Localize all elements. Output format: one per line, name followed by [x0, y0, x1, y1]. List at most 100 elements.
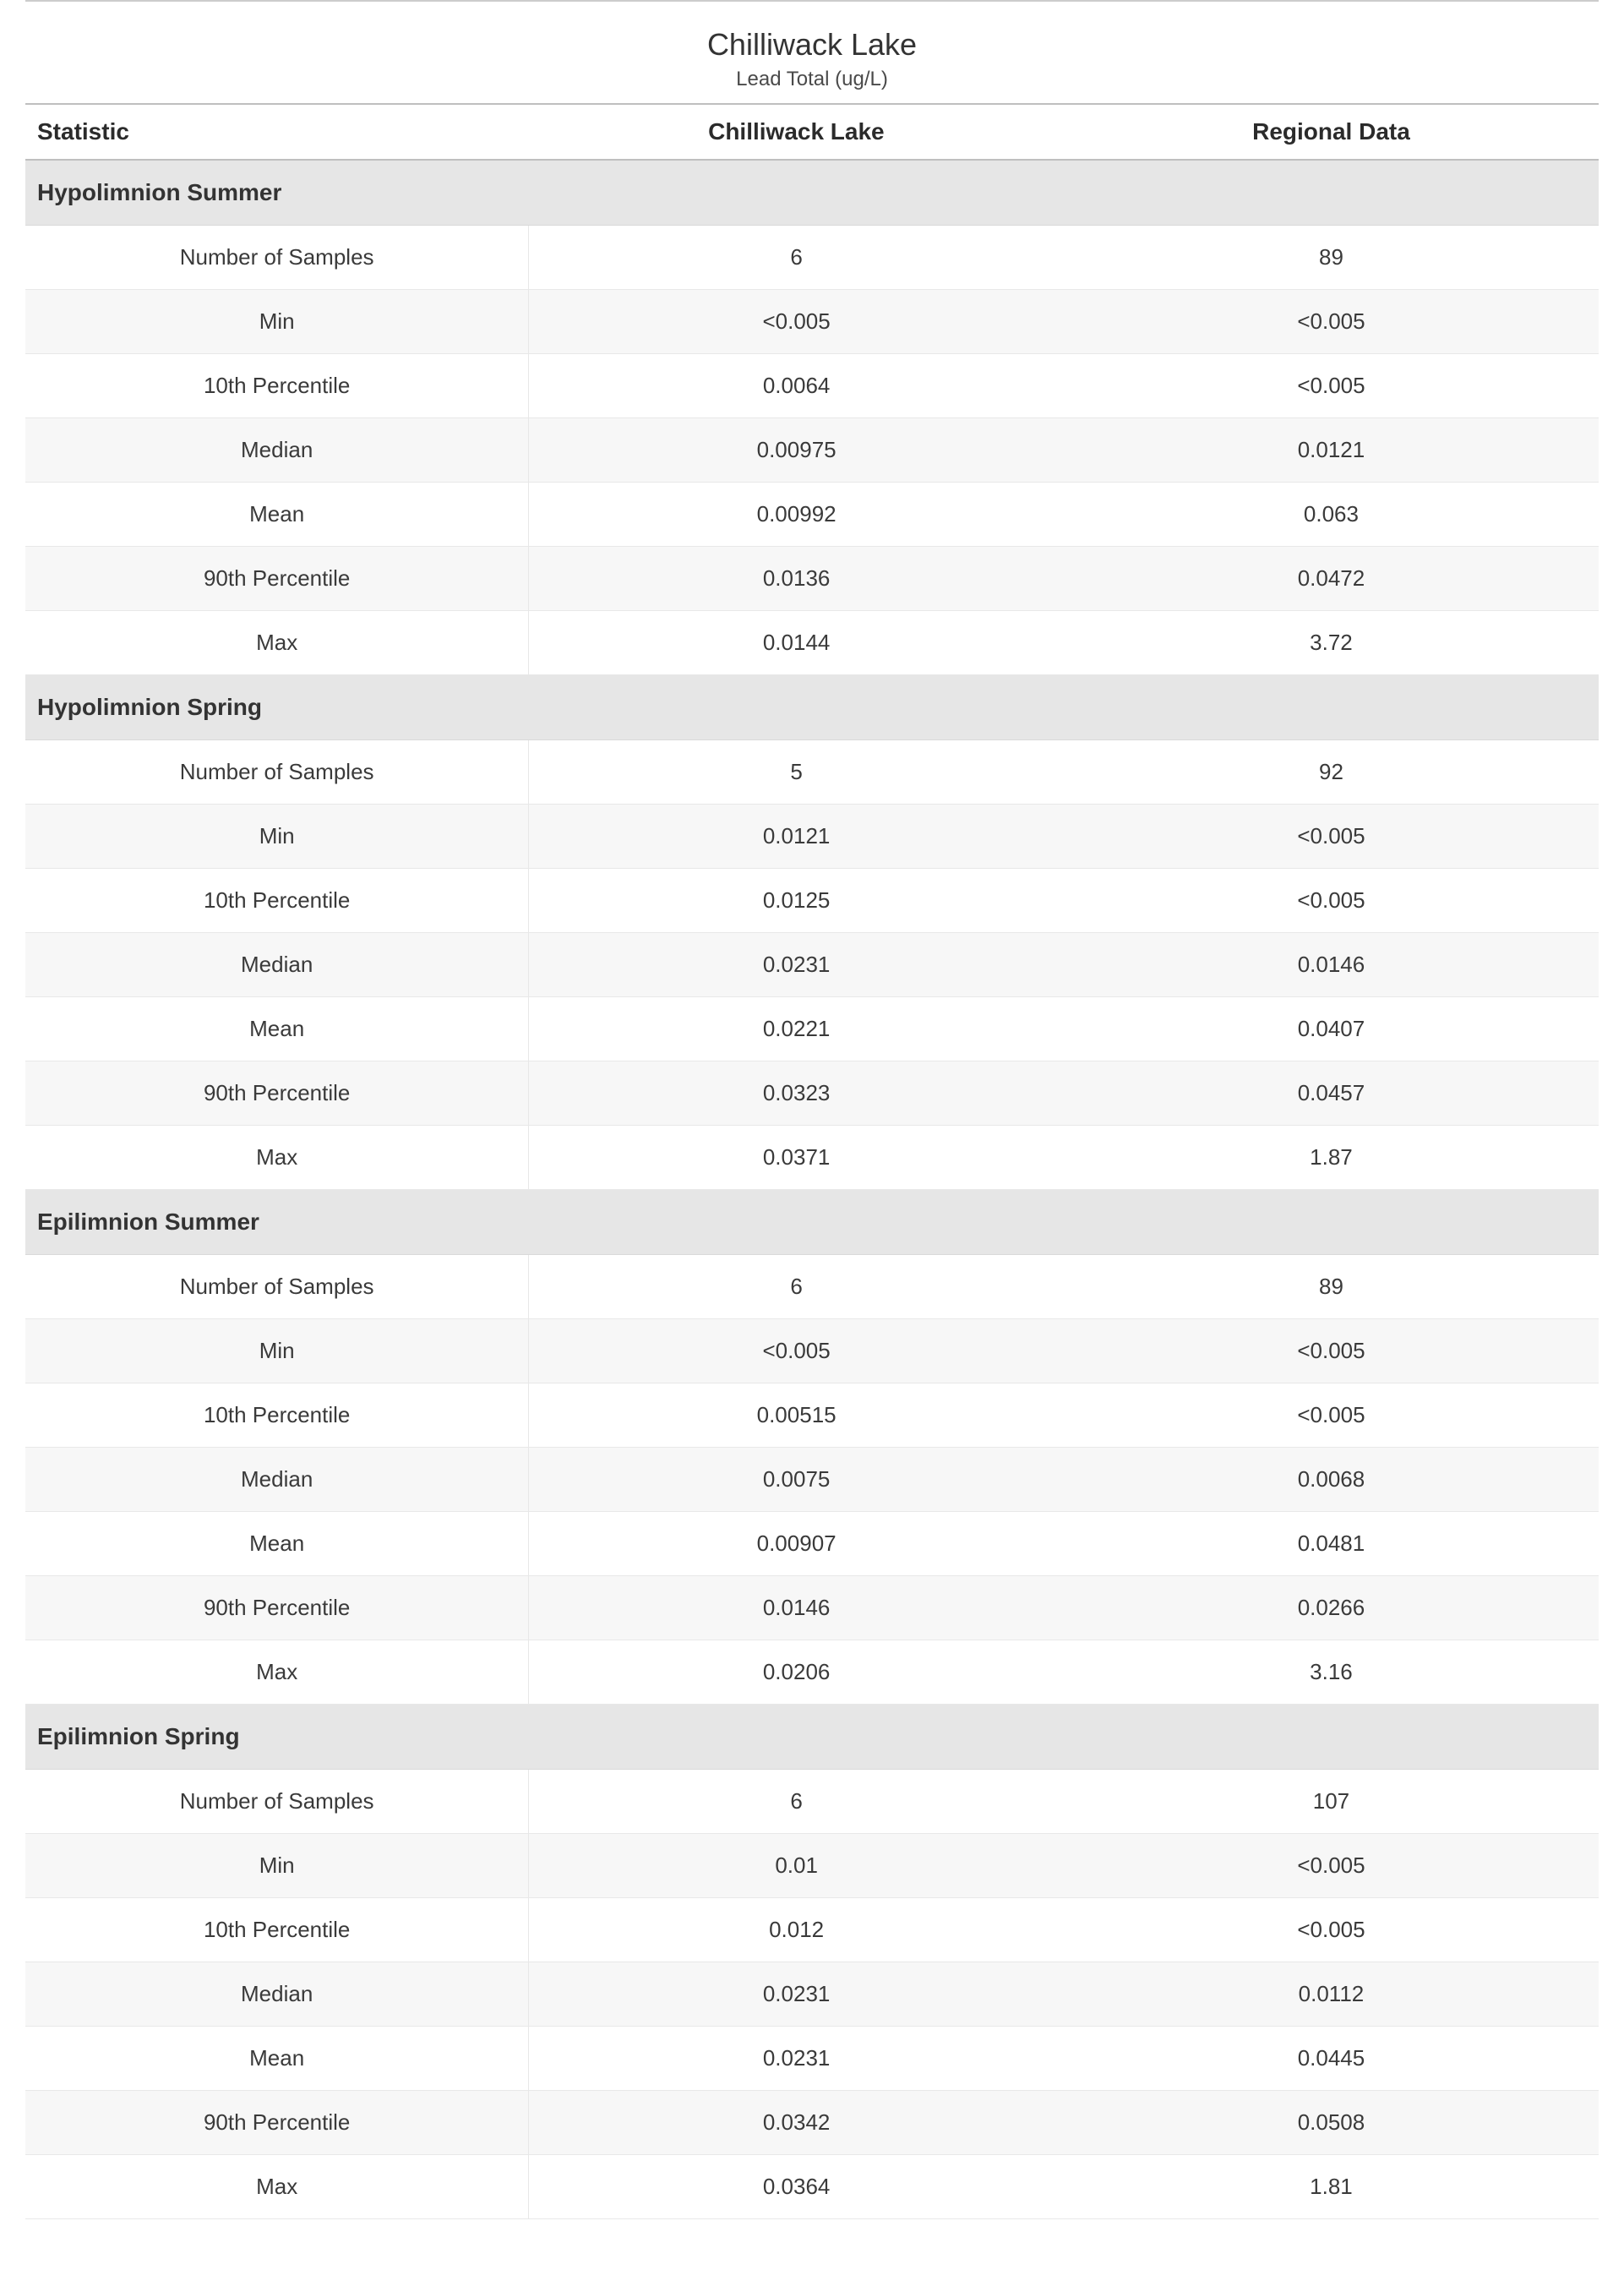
value-col2: <0.005 — [1064, 1319, 1599, 1383]
table-header-row: Statistic Chilliwack Lake Regional Data — [25, 104, 1599, 160]
section-header-row: Hypolimnion Spring — [25, 675, 1599, 740]
table-row: 10th Percentile0.0125<0.005 — [25, 869, 1599, 933]
header-col1: Chilliwack Lake — [529, 104, 1064, 160]
value-col2: <0.005 — [1064, 290, 1599, 354]
value-col2: 89 — [1064, 1255, 1599, 1319]
statistic-label: 90th Percentile — [25, 2091, 529, 2155]
value-col2: 1.87 — [1064, 1126, 1599, 1190]
table-row: Mean0.02310.0445 — [25, 2027, 1599, 2091]
table-row: Number of Samples689 — [25, 1255, 1599, 1319]
value-col1: 6 — [529, 226, 1064, 290]
table-row: Median0.009750.0121 — [25, 418, 1599, 483]
statistic-label: Min — [25, 290, 529, 354]
statistic-label: Number of Samples — [25, 1255, 529, 1319]
table-row: Number of Samples6107 — [25, 1770, 1599, 1834]
statistic-label: Mean — [25, 1512, 529, 1576]
value-col1: 0.012 — [529, 1898, 1064, 1962]
table-row: 10th Percentile0.0064<0.005 — [25, 354, 1599, 418]
top-divider — [25, 0, 1599, 2]
section-title: Hypolimnion Summer — [25, 160, 1599, 226]
value-col2: <0.005 — [1064, 869, 1599, 933]
value-col2: <0.005 — [1064, 1383, 1599, 1448]
value-col2: <0.005 — [1064, 1898, 1599, 1962]
value-col2: <0.005 — [1064, 805, 1599, 869]
statistic-label: 10th Percentile — [25, 354, 529, 418]
section-header-row: Epilimnion Spring — [25, 1705, 1599, 1770]
table-row: Median0.02310.0146 — [25, 933, 1599, 997]
value-col1: 0.0231 — [529, 1962, 1064, 2027]
statistic-label: Median — [25, 1962, 529, 2027]
table-row: 90th Percentile0.01360.0472 — [25, 547, 1599, 611]
page-subtitle: Lead Total (ug/L) — [25, 68, 1599, 91]
value-col2: 0.0472 — [1064, 547, 1599, 611]
value-col2: <0.005 — [1064, 1834, 1599, 1898]
statistic-label: 10th Percentile — [25, 869, 529, 933]
statistic-label: 90th Percentile — [25, 1061, 529, 1126]
table-row: Max0.03711.87 — [25, 1126, 1599, 1190]
header-statistic: Statistic — [25, 104, 529, 160]
table-row: Min<0.005<0.005 — [25, 290, 1599, 354]
statistic-label: Min — [25, 1319, 529, 1383]
value-col2: 0.0266 — [1064, 1576, 1599, 1640]
value-col2: 0.0508 — [1064, 2091, 1599, 2155]
statistic-label: Median — [25, 418, 529, 483]
value-col2: 107 — [1064, 1770, 1599, 1834]
value-col1: 6 — [529, 1255, 1064, 1319]
table-row: Mean0.02210.0407 — [25, 997, 1599, 1061]
value-col1: <0.005 — [529, 290, 1064, 354]
value-col2: 0.0481 — [1064, 1512, 1599, 1576]
value-col1: 0.0064 — [529, 354, 1064, 418]
value-col1: 0.0342 — [529, 2091, 1064, 2155]
section-title: Epilimnion Summer — [25, 1190, 1599, 1255]
table-row: Number of Samples592 — [25, 740, 1599, 805]
value-col1: 0.0125 — [529, 869, 1064, 933]
value-col1: 0.00907 — [529, 1512, 1064, 1576]
table-body: Hypolimnion SummerNumber of Samples689Mi… — [25, 160, 1599, 2219]
table-row: 10th Percentile0.012<0.005 — [25, 1898, 1599, 1962]
value-col1: 0.00992 — [529, 483, 1064, 547]
value-col1: 5 — [529, 740, 1064, 805]
statistic-label: Max — [25, 1126, 529, 1190]
value-col1: 6 — [529, 1770, 1064, 1834]
value-col1: 0.0121 — [529, 805, 1064, 869]
statistic-label: Min — [25, 1834, 529, 1898]
table-row: Min0.0121<0.005 — [25, 805, 1599, 869]
value-col2: 0.0146 — [1064, 933, 1599, 997]
value-col2: 3.16 — [1064, 1640, 1599, 1705]
value-col1: 0.0206 — [529, 1640, 1064, 1705]
statistic-label: Min — [25, 805, 529, 869]
section-title: Hypolimnion Spring — [25, 675, 1599, 740]
value-col1: 0.0371 — [529, 1126, 1064, 1190]
statistic-label: Mean — [25, 483, 529, 547]
value-col2: 92 — [1064, 740, 1599, 805]
value-col1: <0.005 — [529, 1319, 1064, 1383]
table-row: Max0.02063.16 — [25, 1640, 1599, 1705]
table-row: Max0.03641.81 — [25, 2155, 1599, 2219]
statistic-label: 10th Percentile — [25, 1898, 529, 1962]
table-row: Median0.00750.0068 — [25, 1448, 1599, 1512]
table-row: Number of Samples689 — [25, 226, 1599, 290]
value-col1: 0.0323 — [529, 1061, 1064, 1126]
statistic-label: Median — [25, 933, 529, 997]
statistic-label: Mean — [25, 997, 529, 1061]
value-col2: 0.0445 — [1064, 2027, 1599, 2091]
page-title: Chilliwack Lake — [25, 27, 1599, 63]
value-col2: 1.81 — [1064, 2155, 1599, 2219]
report-container: Chilliwack Lake Lead Total (ug/L) Statis… — [0, 0, 1624, 2253]
section-header-row: Epilimnion Summer — [25, 1190, 1599, 1255]
table-row: Min0.01<0.005 — [25, 1834, 1599, 1898]
section-header-row: Hypolimnion Summer — [25, 160, 1599, 226]
statistic-label: Number of Samples — [25, 740, 529, 805]
table-row: 90th Percentile0.01460.0266 — [25, 1576, 1599, 1640]
statistic-label: Number of Samples — [25, 226, 529, 290]
value-col2: 89 — [1064, 226, 1599, 290]
statistics-table: Statistic Chilliwack Lake Regional Data … — [25, 103, 1599, 2219]
statistic-label: Median — [25, 1448, 529, 1512]
value-col2: 0.063 — [1064, 483, 1599, 547]
value-col2: 0.0068 — [1064, 1448, 1599, 1512]
table-row: 90th Percentile0.03230.0457 — [25, 1061, 1599, 1126]
statistic-label: Mean — [25, 2027, 529, 2091]
value-col2: <0.005 — [1064, 354, 1599, 418]
table-row: Min<0.005<0.005 — [25, 1319, 1599, 1383]
header-col2: Regional Data — [1064, 104, 1599, 160]
